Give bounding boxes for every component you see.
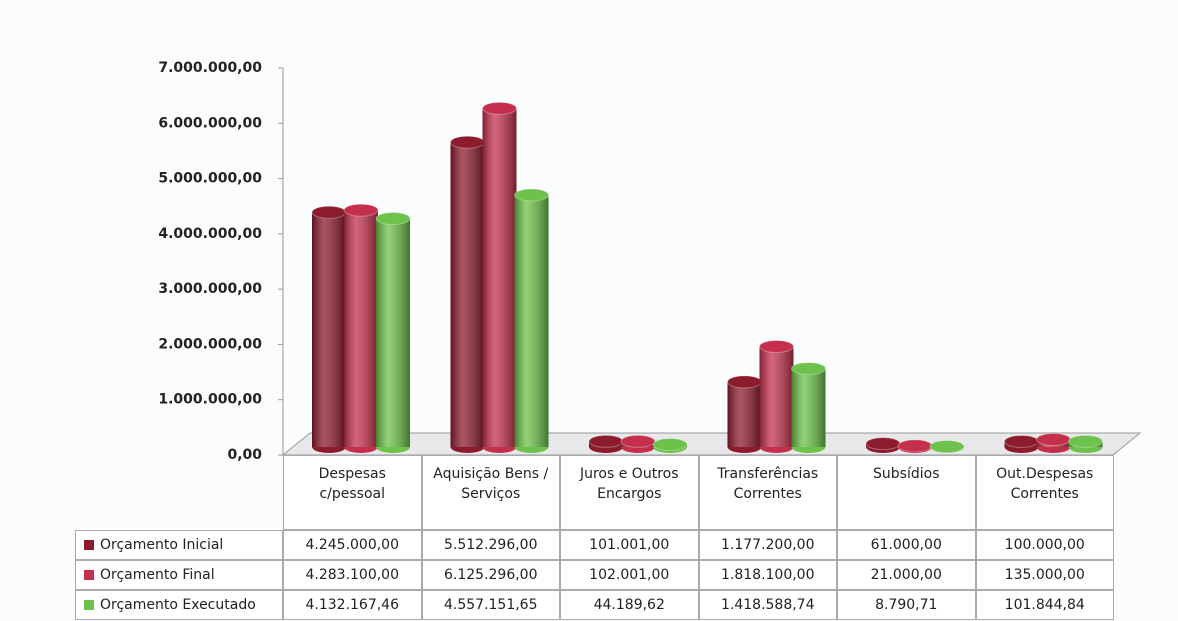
y-tick-label: 2.000.000,00	[158, 336, 262, 352]
legend-label: Orçamento Executado	[100, 597, 256, 613]
y-tick-label: 0,00	[227, 447, 262, 463]
bar-shade	[791, 368, 826, 447]
category-label: Transferências Correntes	[698, 455, 837, 530]
bar-cap	[865, 437, 901, 451]
y-tick-label: 1.000.000,00	[158, 392, 262, 408]
bar-cap	[791, 362, 826, 376]
category-label: Subsídios	[837, 455, 976, 530]
value-label: 4.283.100,00	[283, 560, 422, 590]
bar-cap	[727, 375, 762, 389]
value-label: 100.000,00	[975, 530, 1114, 560]
value-label: 135.000,00	[975, 560, 1114, 590]
category-label: Juros e Outros Encargos	[560, 455, 699, 530]
legend-label: Orçamento Inicial	[100, 537, 224, 553]
bar-shade	[344, 210, 378, 447]
value-label: 4.245.000,00	[283, 530, 422, 560]
y-tick-label: 4.000.000,00	[158, 226, 262, 242]
legend-label: Orçamento Final	[100, 567, 215, 583]
y-tick-label: 3.000.000,00	[158, 281, 262, 297]
y-tick-label: 7.000.000,00	[158, 60, 262, 76]
bar-cap	[620, 434, 656, 448]
legend-swatch	[84, 540, 94, 550]
bar-cap	[482, 101, 517, 115]
bar-cap	[1004, 434, 1039, 448]
y-tick-label: 6.000.000,00	[158, 115, 262, 131]
category-label: Despesas c/pessoal	[283, 455, 422, 530]
legend-swatch	[84, 570, 94, 580]
bar-shade	[450, 142, 485, 447]
category-label: Aquisição Bens / Serviços	[421, 455, 560, 530]
value-label: 8.790,71	[837, 590, 976, 620]
bar-cap	[652, 438, 688, 452]
value-label: 44.189,62	[560, 590, 699, 620]
legend-entry: Orçamento Inicial	[75, 530, 283, 560]
value-label: 4.557.151,65	[421, 590, 560, 620]
value-label: 61.000,00	[837, 530, 976, 560]
legend-entry: Orçamento Final	[75, 560, 283, 590]
value-label: 1.818.100,00	[698, 560, 837, 590]
bar-shade	[482, 108, 517, 447]
value-label: 102.001,00	[560, 560, 699, 590]
value-label: 5.512.296,00	[421, 530, 560, 560]
value-label: 101.001,00	[560, 530, 699, 560]
bar-cap	[929, 440, 965, 454]
bar-cap	[1036, 433, 1071, 447]
bar-cap	[1068, 434, 1103, 448]
value-label: 6.125.296,00	[421, 560, 560, 590]
value-label: 4.132.167,46	[283, 590, 422, 620]
legend-entry: Orçamento Executado	[75, 590, 283, 620]
bar-shade	[727, 381, 762, 447]
bar-shade	[514, 195, 549, 447]
value-label: 1.177.200,00	[698, 530, 837, 560]
value-label: 1.418.588,74	[698, 590, 837, 620]
bar-cap	[588, 434, 624, 448]
bar-cap	[759, 339, 794, 353]
bar-shade	[376, 218, 410, 447]
value-label: 21.000,00	[837, 560, 976, 590]
bar-cap	[450, 135, 485, 149]
bar-cap	[311, 205, 347, 219]
bar-cap	[897, 439, 933, 453]
value-label: 101.844,84	[975, 590, 1114, 620]
bar-shade	[759, 346, 794, 447]
category-label: Out.Despesas Correntes	[975, 455, 1114, 530]
bar-cap	[343, 203, 379, 217]
bar-cap	[514, 188, 549, 202]
legend-swatch	[84, 600, 94, 610]
bar-shade	[312, 212, 346, 447]
y-tick-label: 5.000.000,00	[158, 171, 262, 187]
bar-cap	[375, 212, 411, 226]
